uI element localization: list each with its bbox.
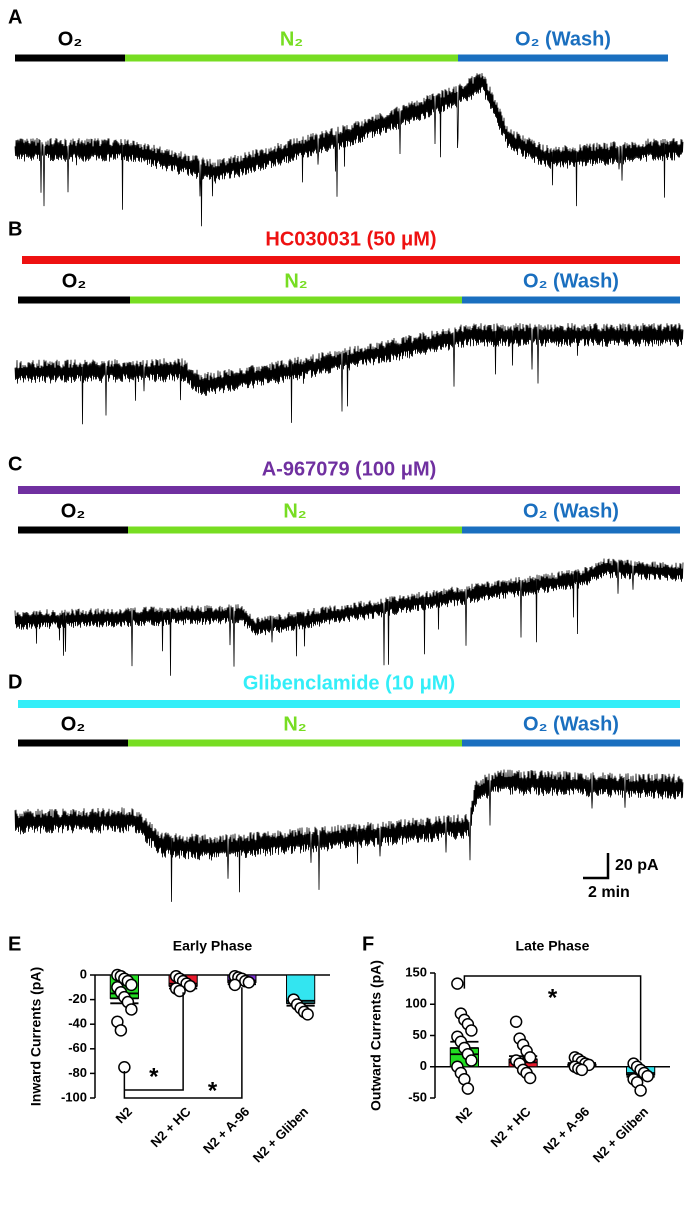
data-point bbox=[125, 978, 138, 992]
drug-label: Glibenclamide (10 μM) bbox=[243, 672, 455, 694]
current-trace bbox=[14, 73, 684, 227]
data-point bbox=[301, 1008, 314, 1021]
gas-bar bbox=[462, 526, 680, 534]
gas-bar bbox=[462, 296, 680, 304]
scale-y-label: 20 pA bbox=[615, 857, 659, 874]
x-tick-label: N2 + Gliben bbox=[250, 1104, 311, 1165]
y-tick-label: -80 bbox=[68, 1065, 87, 1080]
y-tick-label: 100 bbox=[405, 996, 427, 1011]
x-tick-label: N2 + HC bbox=[488, 1104, 535, 1151]
significance-star: * bbox=[149, 1063, 159, 1090]
scale-bar bbox=[583, 853, 610, 880]
data-point bbox=[465, 1054, 478, 1067]
data-point bbox=[641, 1069, 654, 1083]
gas-label: N₂ bbox=[280, 28, 303, 50]
significance-star: * bbox=[208, 1077, 218, 1104]
x-tick-label: N2 + HC bbox=[148, 1104, 195, 1151]
x-tick-label: N2 bbox=[113, 1104, 135, 1126]
gas-label: O₂ (Wash) bbox=[523, 500, 619, 522]
data-point bbox=[451, 977, 464, 990]
data-point bbox=[523, 1071, 537, 1085]
y-tick-label: 50 bbox=[413, 1027, 427, 1042]
drug-bar bbox=[18, 700, 680, 708]
panel-label: C bbox=[8, 453, 22, 475]
gas-bar bbox=[18, 296, 130, 304]
gas-bar bbox=[125, 54, 458, 62]
gas-label: N₂ bbox=[283, 713, 306, 735]
x-tick-label: N2 bbox=[453, 1104, 475, 1126]
current-trace bbox=[14, 769, 684, 902]
data-point bbox=[125, 1003, 138, 1016]
y-tick-label: -60 bbox=[68, 1040, 87, 1055]
panel-label: A bbox=[8, 6, 22, 28]
gas-label: O₂ bbox=[58, 28, 82, 50]
drug-bar bbox=[18, 486, 680, 494]
scale-x-label: 2 min bbox=[588, 884, 630, 901]
y-tick-label: 0 bbox=[420, 1058, 427, 1073]
data-point bbox=[509, 1015, 523, 1028]
panel-label: F bbox=[362, 933, 374, 955]
data-point bbox=[523, 1051, 537, 1064]
y-tick-label: -50 bbox=[408, 1089, 427, 1104]
gas-label: O₂ (Wash) bbox=[515, 28, 611, 50]
data-point bbox=[461, 1082, 475, 1095]
gas-bar bbox=[128, 739, 462, 747]
significance-star: * bbox=[548, 984, 558, 1011]
gas-bar bbox=[462, 739, 680, 747]
data-point bbox=[575, 1063, 589, 1077]
significance-bracket bbox=[463, 975, 642, 1061]
panel-label: E bbox=[8, 933, 21, 955]
gas-bar bbox=[15, 54, 125, 62]
gas-label: O₂ (Wash) bbox=[523, 270, 619, 292]
data-point bbox=[228, 978, 242, 992]
data-point bbox=[465, 1024, 478, 1037]
data-point bbox=[183, 979, 197, 993]
y-tick-label: 150 bbox=[405, 964, 427, 979]
data-point bbox=[634, 1084, 647, 1097]
y-tick-label: 0 bbox=[80, 966, 87, 981]
gas-label: O₂ (Wash) bbox=[523, 713, 619, 735]
drug-label: HC030031 (50 μM) bbox=[265, 228, 436, 250]
panel-label: D bbox=[8, 671, 22, 693]
gas-label: N₂ bbox=[284, 270, 307, 292]
drug-bar bbox=[22, 256, 680, 264]
y-axis-label: Inward Currents (pA) bbox=[28, 967, 44, 1106]
drug-label: A-967079 (100 μM) bbox=[262, 458, 437, 480]
y-tick-label: -100 bbox=[61, 1089, 87, 1104]
gas-bar bbox=[128, 526, 462, 534]
x-tick-label: N2 + Gliben bbox=[590, 1104, 651, 1165]
data-point bbox=[242, 976, 256, 989]
chart-title: Early Phase bbox=[173, 938, 253, 954]
gas-label: O₂ bbox=[61, 713, 85, 735]
current-trace bbox=[14, 323, 684, 425]
y-tick-label: -20 bbox=[68, 991, 87, 1006]
data-point bbox=[114, 1024, 128, 1037]
y-axis-label: Outward Currents (pA) bbox=[368, 960, 384, 1111]
gas-label: N₂ bbox=[283, 500, 306, 522]
significance-bracket bbox=[123, 987, 243, 1099]
panel-label: B bbox=[8, 218, 22, 240]
gas-label: O₂ bbox=[62, 270, 86, 292]
gas-bar bbox=[458, 54, 668, 62]
y-tick-label: -40 bbox=[68, 1016, 87, 1031]
current-trace bbox=[14, 558, 684, 676]
gas-bar bbox=[18, 739, 128, 747]
gas-bar bbox=[130, 296, 462, 304]
gas-bar bbox=[18, 526, 128, 534]
gas-label: O₂ bbox=[61, 500, 85, 522]
chart-title: Late Phase bbox=[516, 938, 590, 954]
x-tick-label: N2 + A-96 bbox=[540, 1104, 592, 1156]
x-tick-label: N2 + A-96 bbox=[200, 1104, 252, 1156]
